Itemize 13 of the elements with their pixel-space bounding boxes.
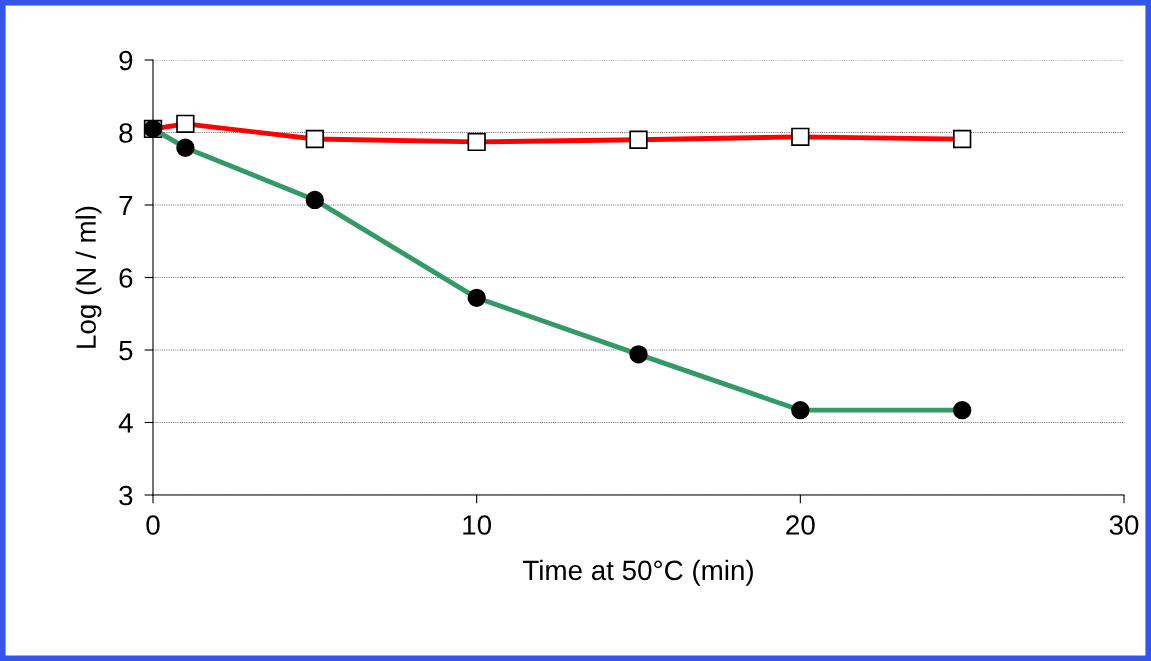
x-tick-label: 30: [1109, 515, 1139, 535]
x-tick-label: 20: [786, 515, 815, 535]
y-tick-label: 5: [119, 340, 133, 361]
y-tick-label: 9: [119, 50, 133, 71]
y-tick-label: 4: [118, 413, 133, 433]
y-tick-label: 8: [119, 123, 133, 143]
y-tick-label: 3: [119, 485, 133, 506]
x-tick-label: 10: [463, 515, 492, 535]
y-axis-title: Log (N / ml): [75, 206, 102, 348]
y-tick-label: 6: [119, 268, 133, 288]
y-tick-label: 7: [119, 195, 133, 216]
x-tick-label: 0: [146, 515, 160, 535]
x-axis-title: Time at 50°C (min): [522, 559, 753, 586]
